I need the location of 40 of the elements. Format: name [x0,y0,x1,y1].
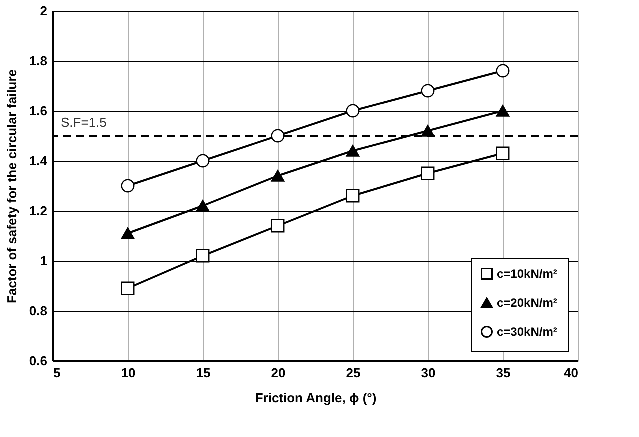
y-tick-label: 0.6 [29,354,48,368]
y-tick-label: 2 [40,4,48,18]
point [346,104,360,118]
point [271,170,285,182]
x-tick-label: 40 [564,366,578,380]
point [196,200,210,212]
point [421,125,435,137]
ref-line-label: S.F=1.5 [61,115,107,130]
point [196,249,210,263]
x-tick-label: 10 [121,366,136,380]
y-tick-label: 0.8 [29,304,48,318]
x-tick-label: 15 [196,366,211,380]
point [121,179,135,193]
point [346,145,360,157]
x-tick-label: 35 [496,366,511,380]
y-tick-label: 1.2 [29,204,48,218]
point [346,189,360,203]
point [196,154,210,168]
point [421,166,435,180]
point [421,84,435,98]
y-axis-title: Factor of safety for the circular failure [4,69,20,304]
x-tick-label: 20 [271,366,286,380]
point [121,282,135,296]
y-tick-label: 1.6 [29,104,48,118]
legend-label: c=30kN/m² [497,325,558,339]
point [271,219,285,233]
legend-label: c=20kN/m² [497,296,558,310]
x-tick-label: 25 [346,366,361,380]
x-tick-label: 5 [54,366,61,380]
point [496,146,510,160]
point [271,129,285,143]
y-tick-label: 1.4 [29,154,48,168]
point [496,105,510,117]
y-tick-label: 1 [40,254,48,268]
x-axis-title: Friction Angle, ϕ (°) [255,390,377,406]
y-tick-label: 1.8 [29,54,48,68]
point [496,64,510,78]
point [121,228,135,240]
x-tick-label: 30 [421,366,436,380]
legend-label: c=10kN/m² [497,267,558,281]
